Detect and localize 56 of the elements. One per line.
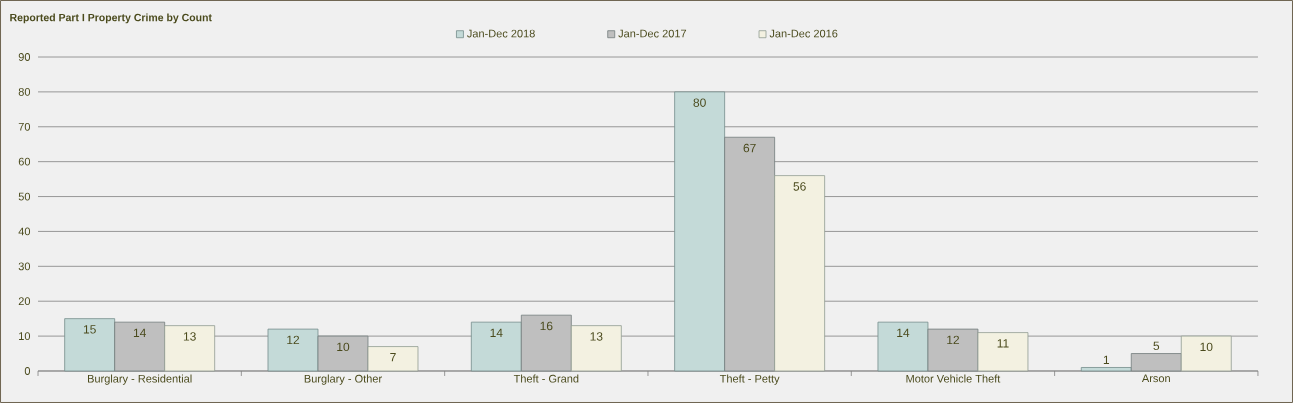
- bar: [367, 346, 419, 372]
- data-label: 13: [590, 332, 603, 341]
- y-tick-label: 30: [18, 262, 31, 271]
- bar: [114, 321, 166, 372]
- y-tick-label: 10: [19, 332, 31, 340]
- chart-title: Reported Part I Property Crime by Count: [10, 13, 212, 24]
- y-tick-label: 50: [18, 192, 31, 201]
- y-tick-label: 90: [18, 53, 31, 61]
- bar: [64, 318, 116, 372]
- data-label: 11: [997, 339, 1009, 348]
- bar: [724, 136, 776, 372]
- x-tick-label: Theft - Petty: [719, 374, 780, 385]
- bar: [164, 325, 216, 372]
- bar: [470, 321, 522, 372]
- data-label: 1: [1103, 355, 1110, 364]
- bar: [674, 91, 726, 372]
- bar: [317, 335, 369, 372]
- legend-label: Jan-Dec 2018: [467, 29, 535, 38]
- data-label: 5: [1153, 341, 1160, 350]
- data-label: 14: [133, 328, 146, 337]
- bar: [1130, 353, 1182, 372]
- bar: [1080, 367, 1132, 372]
- y-tick-label: 40: [18, 227, 31, 236]
- data-label: 12: [287, 335, 300, 345]
- bar: [774, 175, 826, 372]
- y-tick-label: 70: [18, 122, 31, 131]
- y-tick-label: 0: [24, 367, 31, 375]
- data-label: 16: [540, 321, 553, 331]
- bar: [877, 321, 929, 372]
- data-label: 14: [490, 328, 503, 337]
- y-tick-label: 60: [18, 157, 31, 166]
- x-tick-label: Arson: [1141, 374, 1170, 383]
- legend-label: Jan-Dec 2016: [769, 29, 838, 38]
- data-label: 15: [83, 325, 96, 334]
- data-label: 14: [897, 328, 910, 337]
- bar: [570, 325, 622, 372]
- y-tick-label: 20: [18, 297, 31, 306]
- bar: [927, 328, 979, 372]
- x-tick-label: Theft - Grand: [513, 374, 579, 383]
- data-label: 7: [390, 353, 396, 362]
- bar: [520, 314, 572, 372]
- data-label: 56: [793, 182, 806, 191]
- x-tick-label: Motor Vehicle Theft: [906, 374, 1001, 383]
- data-label: 10: [337, 342, 350, 352]
- y-tick-label: 80: [18, 88, 31, 96]
- x-tick-label: Burglary - Other: [304, 374, 382, 385]
- bar: [977, 332, 1029, 372]
- x-tick-label: Burglary - Residential: [88, 374, 192, 385]
- data-label: 12: [947, 335, 960, 345]
- data-label: 10: [1200, 342, 1213, 352]
- data-label: 80: [693, 98, 706, 107]
- bar: [1180, 335, 1232, 372]
- data-label: 67: [743, 143, 756, 153]
- bar: [267, 328, 319, 372]
- data-label: 13: [183, 332, 196, 341]
- legend-label: Jan-Dec 2017: [618, 29, 687, 38]
